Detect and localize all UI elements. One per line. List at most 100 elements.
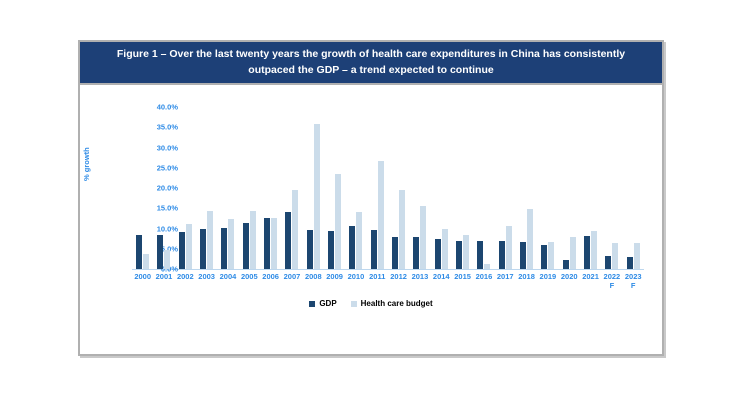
bar-health-care-budget <box>463 234 470 269</box>
x-tick-label: 2023 F <box>624 272 642 291</box>
bar-gdp <box>349 226 356 269</box>
healthcare-legend-swatch <box>350 300 357 307</box>
bar-health-care-budget <box>591 230 598 269</box>
bar-group-2022F: 2022 F <box>601 107 622 290</box>
chart-legend: GDP Health care budget <box>80 299 662 308</box>
x-tick-label: 2020 <box>560 272 578 281</box>
bar-health-care-budget <box>164 249 171 269</box>
bar-gdp <box>477 241 484 269</box>
y-tick-label: 0.0% <box>160 264 178 274</box>
bar-gdp <box>584 236 591 269</box>
y-tick-label: 40.0% <box>156 102 178 112</box>
x-tick-label: 2001 <box>155 272 173 281</box>
bar-health-care-budget <box>143 253 150 269</box>
bar-health-care-budget <box>484 263 491 269</box>
x-tick-label: 2002 <box>176 272 194 281</box>
gdp-legend-swatch <box>309 300 316 307</box>
bar-health-care-budget <box>441 228 448 269</box>
bar-health-care-budget <box>548 242 555 269</box>
bar-health-care-budget <box>335 174 342 269</box>
bar-group-2018: 2018 <box>516 107 537 281</box>
bar-health-care-budget <box>420 205 427 269</box>
bar-gdp <box>605 255 612 269</box>
bar-health-care-budget <box>292 190 299 269</box>
bar-gdp <box>370 230 377 269</box>
bar-health-care-budget <box>356 211 363 269</box>
x-tick-label: 2003 <box>198 272 215 281</box>
bar-group-2015: 2015 <box>452 107 473 281</box>
figure-title: Figure 1 – Over the last twenty years th… <box>80 42 662 85</box>
y-tick-label: 10.0% <box>156 224 178 233</box>
bar-groups: 2000 2001 2002 2003 2004 2005 2006 2007 2008 2009… <box>132 107 644 290</box>
bar-health-care-budget <box>527 209 534 269</box>
bar-group-2019: 2019 <box>537 107 558 281</box>
bar-group-2007: 2007 <box>281 107 302 281</box>
bar-gdp <box>562 260 569 269</box>
x-tick-label: 2008 <box>304 272 322 281</box>
x-tick-label: 2000 <box>134 272 151 281</box>
x-tick-label: 2014 <box>432 272 450 281</box>
bar-gdp <box>242 222 249 269</box>
bar-group-2020: 2020 <box>559 107 580 281</box>
x-tick-label: 2022 F <box>603 272 621 291</box>
x-tick-label: 2015 <box>454 272 471 281</box>
bar-gdp <box>498 241 505 269</box>
bar-group-2003: 2003 <box>196 107 217 281</box>
x-tick-label: 2010 <box>347 272 365 281</box>
bar-group-2004: 2004 <box>217 107 238 281</box>
healthcare-legend-label: Health care budget <box>360 299 433 308</box>
bar-health-care-budget <box>228 219 235 269</box>
bar-gdp <box>626 256 633 269</box>
y-tick-label: 25.0% <box>156 163 178 173</box>
x-tick-label: 2004 <box>219 272 237 281</box>
bar-gdp <box>306 229 313 269</box>
y-axis-title: % growth <box>82 147 91 181</box>
bar-group-2002: 2002 <box>175 107 196 281</box>
x-tick-label: 2006 <box>262 272 279 281</box>
bar-gdp <box>434 239 441 269</box>
figure-container: Figure 1 – Over the last twenty years th… <box>78 40 664 356</box>
bar-group-2008: 2008 <box>303 107 324 281</box>
bar-gdp <box>136 234 143 269</box>
bar-gdp <box>392 237 399 269</box>
bar-gdp <box>221 228 228 269</box>
bar-health-care-budget <box>249 211 256 269</box>
bar-health-care-budget <box>377 160 384 269</box>
y-tick-label: 20.0% <box>156 183 178 193</box>
bar-health-care-budget <box>633 243 640 269</box>
bar-group-2000: 2000 <box>132 107 153 281</box>
bar-group-2017: 2017 <box>495 107 516 281</box>
bar-gdp <box>520 241 527 269</box>
gdp-legend-label: GDP <box>319 299 337 308</box>
bar-group-2006: 2006 <box>260 107 281 281</box>
bar-health-care-budget <box>612 243 619 269</box>
x-tick-label: 2011 <box>369 272 386 281</box>
y-tick-label: 5.0% <box>160 244 178 254</box>
x-tick-label: 2018 <box>518 272 535 281</box>
bar-health-care-budget <box>399 190 406 269</box>
bar-group-2011: 2011 <box>367 107 388 281</box>
bar-gdp <box>264 217 271 269</box>
x-tick-label: 2019 <box>539 272 557 281</box>
bar-gdp <box>178 232 185 269</box>
bar-group-2023F: 2023 F <box>623 107 644 290</box>
bar-gdp <box>285 211 292 269</box>
bar-health-care-budget <box>313 123 320 269</box>
plot-area: 0.0% 5.0% 10.0% 15.0% 20.0% 25.0% 30.0% 35.0% 40… <box>132 103 644 290</box>
bar-group-2014: 2014 <box>431 107 452 281</box>
bar-health-care-budget <box>207 211 214 269</box>
x-tick-label: 2012 <box>390 272 407 281</box>
bar-group-2010: 2010 <box>345 107 366 281</box>
x-tick-label: 2016 <box>475 272 493 281</box>
bar-group-2005: 2005 <box>239 107 260 281</box>
y-tick-label: 35.0% <box>156 122 178 132</box>
bar-health-care-budget <box>271 218 278 269</box>
legend-item-healthcare: Health care budget <box>350 299 433 308</box>
bar-gdp <box>541 244 548 269</box>
bar-group-2013: 2013 <box>409 107 430 281</box>
chart-area: % growth 0.0% 5.0% 10.0% 15.0% 20.0% 25.0% 30.… <box>80 85 662 318</box>
x-tick-label: 2007 <box>283 272 301 281</box>
bar-health-care-budget <box>569 236 576 269</box>
bar-health-care-budget <box>185 223 192 269</box>
bar-health-care-budget <box>505 226 512 269</box>
